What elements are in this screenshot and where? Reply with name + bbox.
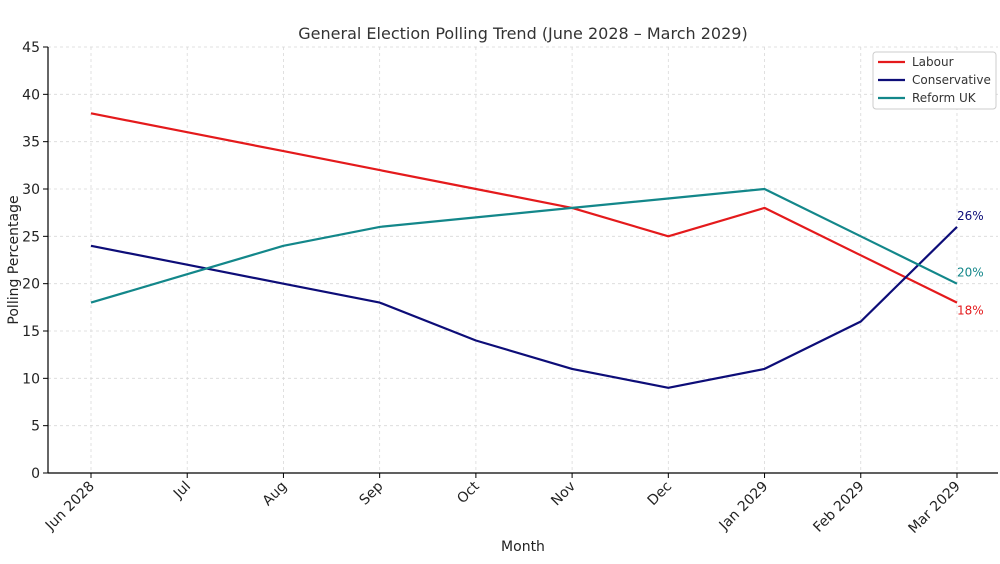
- end-labels: 18% 26% 20%: [957, 209, 984, 318]
- grid: [48, 46, 998, 474]
- legend-label: Labour: [912, 55, 954, 69]
- y-axis-label: Polling Percentage: [6, 195, 22, 324]
- series-line-reform-uk: [90, 187, 958, 304]
- y-tick-label: 45: [22, 40, 40, 56]
- chart-title: General Election Polling Trend (June 202…: [298, 24, 747, 43]
- end-label: 26%: [957, 209, 984, 223]
- y-tick-label: 40: [22, 87, 40, 103]
- legend-label: Reform UK: [912, 91, 977, 105]
- legend-label: Conservative: [912, 73, 991, 87]
- end-label: 18%: [957, 304, 984, 318]
- legend: Labour Conservative Reform UK: [872, 51, 997, 110]
- y-tick-label: 15: [22, 324, 40, 340]
- series-group: [90, 112, 958, 389]
- y-tick-label: 0: [31, 466, 40, 482]
- y-tick-label: 35: [22, 135, 40, 151]
- series-line-labour: [90, 112, 958, 304]
- end-label: 20%: [957, 266, 984, 280]
- x-axis-label: Month: [501, 539, 545, 555]
- y-tick-label: 10: [22, 371, 40, 387]
- legend-box: [872, 51, 997, 110]
- y-tick-label: 20: [22, 277, 40, 293]
- y-tick-label: 5: [31, 419, 40, 435]
- series-line-conservative: [90, 226, 958, 389]
- y-tick-label: 30: [22, 182, 40, 198]
- y-tick-label: 25: [22, 229, 40, 245]
